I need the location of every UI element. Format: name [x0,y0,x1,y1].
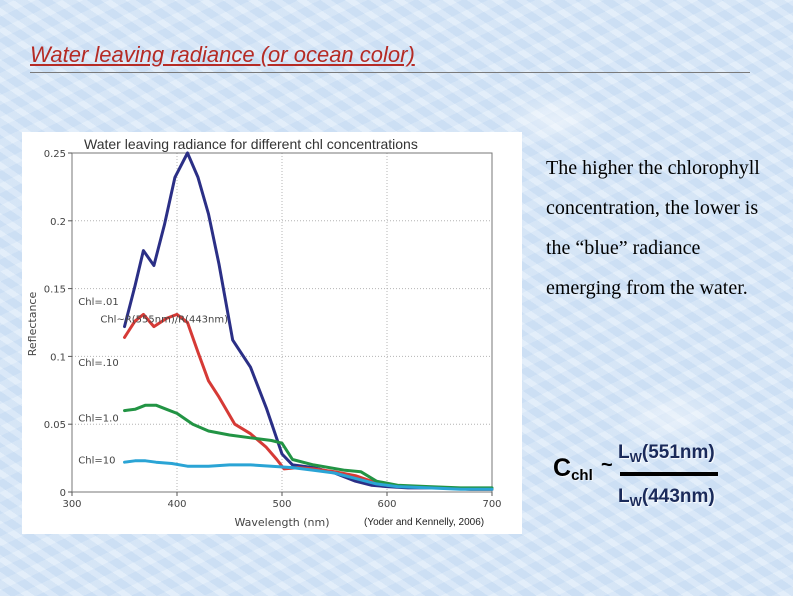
annotation-3: Chl=.10 [78,358,118,369]
x-tick-label: 400 [167,499,186,510]
numerator-subscript: W [629,450,642,465]
x-axis-label: Wavelength (nm) [234,516,329,529]
x-tick-label: 600 [377,499,396,510]
slide-title: Water leaving radiance (or ocean color) [30,42,415,67]
series-lines [123,151,494,491]
title-divider [30,72,750,73]
y-tick-label: 0.15 [44,285,66,296]
series-line-4 [123,459,494,491]
denominator-wavelength: (443nm) [641,486,715,507]
chart-labels: Chl=.01 Chl~R(555nm)/R(443nm) Chl=.10 Chl=1… [78,297,228,467]
axes: 300 400 500 600 700 0 0.05 0.1 0.15 0.2 0.25 [44,149,502,510]
annotation-4: Chl=1.0 [78,413,118,424]
series-line-3 [123,403,494,490]
proportional-symbol: ~ [601,454,613,476]
fraction-bar [620,472,718,476]
formula-denominator: LW(443nm) [618,486,715,509]
reflectance-chart: Water leaving radiance for different chl… [26,136,502,529]
chlorophyll-ratio-formula: Cchl ~ LW(551nm) LW(443nm) [553,436,763,516]
chl-symbol: Cchl [553,454,593,484]
numerator-wavelength: (551nm) [641,442,715,463]
x-tick-label: 300 [62,499,81,510]
y-tick-label: 0.25 [44,149,66,160]
x-tick-label: 500 [272,499,291,510]
source-citation: (Yoder and Kennelly, 2006) [364,517,484,528]
denominator-symbol: L [618,486,630,507]
chart-title: Water leaving radiance for different chl… [84,136,418,152]
y-tick-label: 0.2 [50,217,66,228]
formula-numerator: LW(551nm) [618,442,715,465]
x-tick-label: 700 [482,499,501,510]
y-tick-label: 0.1 [50,352,66,363]
annotation-2: Chl~R(555nm)/R(443nm) [100,315,228,326]
annotation-5: Chl=10 [78,456,115,467]
denominator-subscript: W [629,494,642,509]
y-tick-label: 0 [60,488,66,499]
chl-letter: C [553,454,572,482]
chl-subscript: chl [571,467,593,484]
explanation-text: The higher the chlorophyll concentration… [546,157,760,299]
chart-figure: Water leaving radiance for different chl… [22,132,522,534]
annotation-1: Chl=.01 [78,297,118,308]
y-tick-label: 0.05 [44,420,66,431]
y-axis-label: Reflectance [26,292,39,357]
numerator-symbol: L [618,442,630,463]
